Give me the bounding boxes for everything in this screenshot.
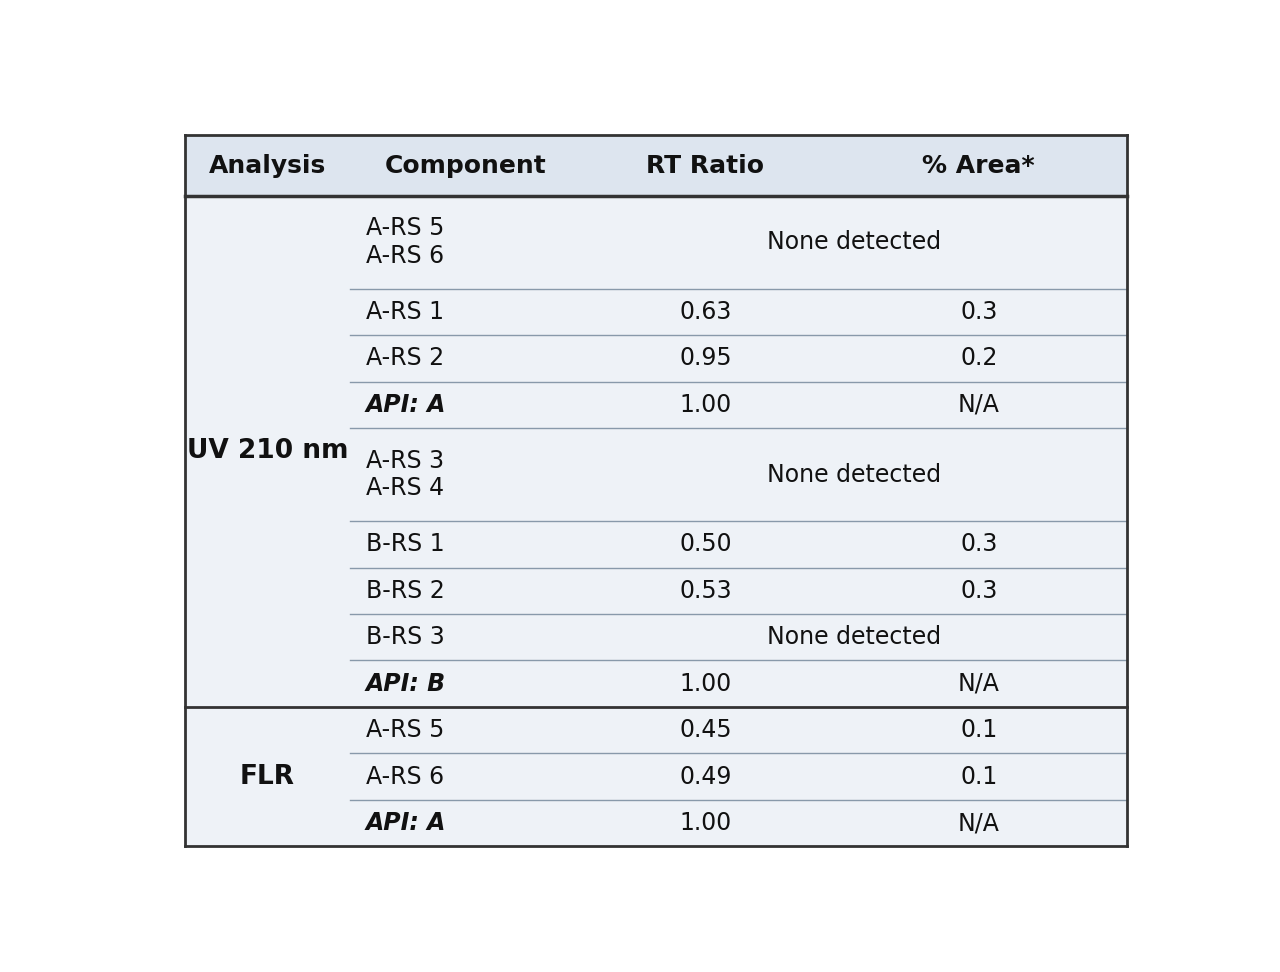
- Text: A-RS 6: A-RS 6: [366, 765, 444, 788]
- Text: None detected: None detected: [767, 463, 941, 487]
- Text: B-RS 1: B-RS 1: [366, 533, 444, 556]
- Text: A-RS 5: A-RS 5: [366, 718, 444, 743]
- Text: 0.1: 0.1: [960, 718, 997, 743]
- Text: 0.53: 0.53: [680, 578, 732, 603]
- Bar: [184, 135, 1128, 195]
- Text: UV 210 nm: UV 210 nm: [187, 438, 348, 465]
- Text: A-RS 3
A-RS 4: A-RS 3 A-RS 4: [366, 449, 444, 501]
- Text: A-RS 2: A-RS 2: [366, 346, 444, 370]
- Text: 0.3: 0.3: [960, 533, 997, 556]
- Text: 1.00: 1.00: [680, 672, 732, 696]
- Text: B-RS 2: B-RS 2: [366, 578, 444, 603]
- Text: None detected: None detected: [767, 230, 941, 255]
- Text: 0.3: 0.3: [960, 578, 997, 603]
- Text: 0.50: 0.50: [680, 533, 732, 556]
- Text: 1.00: 1.00: [680, 393, 732, 417]
- Text: B-RS 3: B-RS 3: [366, 625, 444, 649]
- Text: N/A: N/A: [957, 811, 1000, 835]
- Text: None detected: None detected: [767, 625, 941, 649]
- Text: API: A: API: A: [366, 811, 447, 835]
- Text: N/A: N/A: [957, 672, 1000, 696]
- Text: FLR: FLR: [239, 764, 294, 789]
- Text: 1.00: 1.00: [680, 811, 732, 835]
- Text: N/A: N/A: [957, 393, 1000, 417]
- Text: 0.45: 0.45: [680, 718, 732, 743]
- Text: 0.3: 0.3: [960, 300, 997, 324]
- Text: Analysis: Analysis: [209, 154, 326, 178]
- Text: 0.63: 0.63: [680, 300, 732, 324]
- Text: % Area*: % Area*: [923, 154, 1036, 178]
- Text: 0.49: 0.49: [680, 765, 732, 788]
- Text: API: A: API: A: [366, 393, 447, 417]
- Text: A-RS 5
A-RS 6: A-RS 5 A-RS 6: [366, 217, 444, 268]
- Text: RT Ratio: RT Ratio: [646, 154, 764, 178]
- Text: 0.95: 0.95: [680, 346, 732, 370]
- Text: A-RS 1: A-RS 1: [366, 300, 444, 324]
- Text: Component: Component: [384, 154, 547, 178]
- Text: 0.1: 0.1: [960, 765, 997, 788]
- Text: 0.2: 0.2: [960, 346, 997, 370]
- Text: API: B: API: B: [366, 672, 445, 696]
